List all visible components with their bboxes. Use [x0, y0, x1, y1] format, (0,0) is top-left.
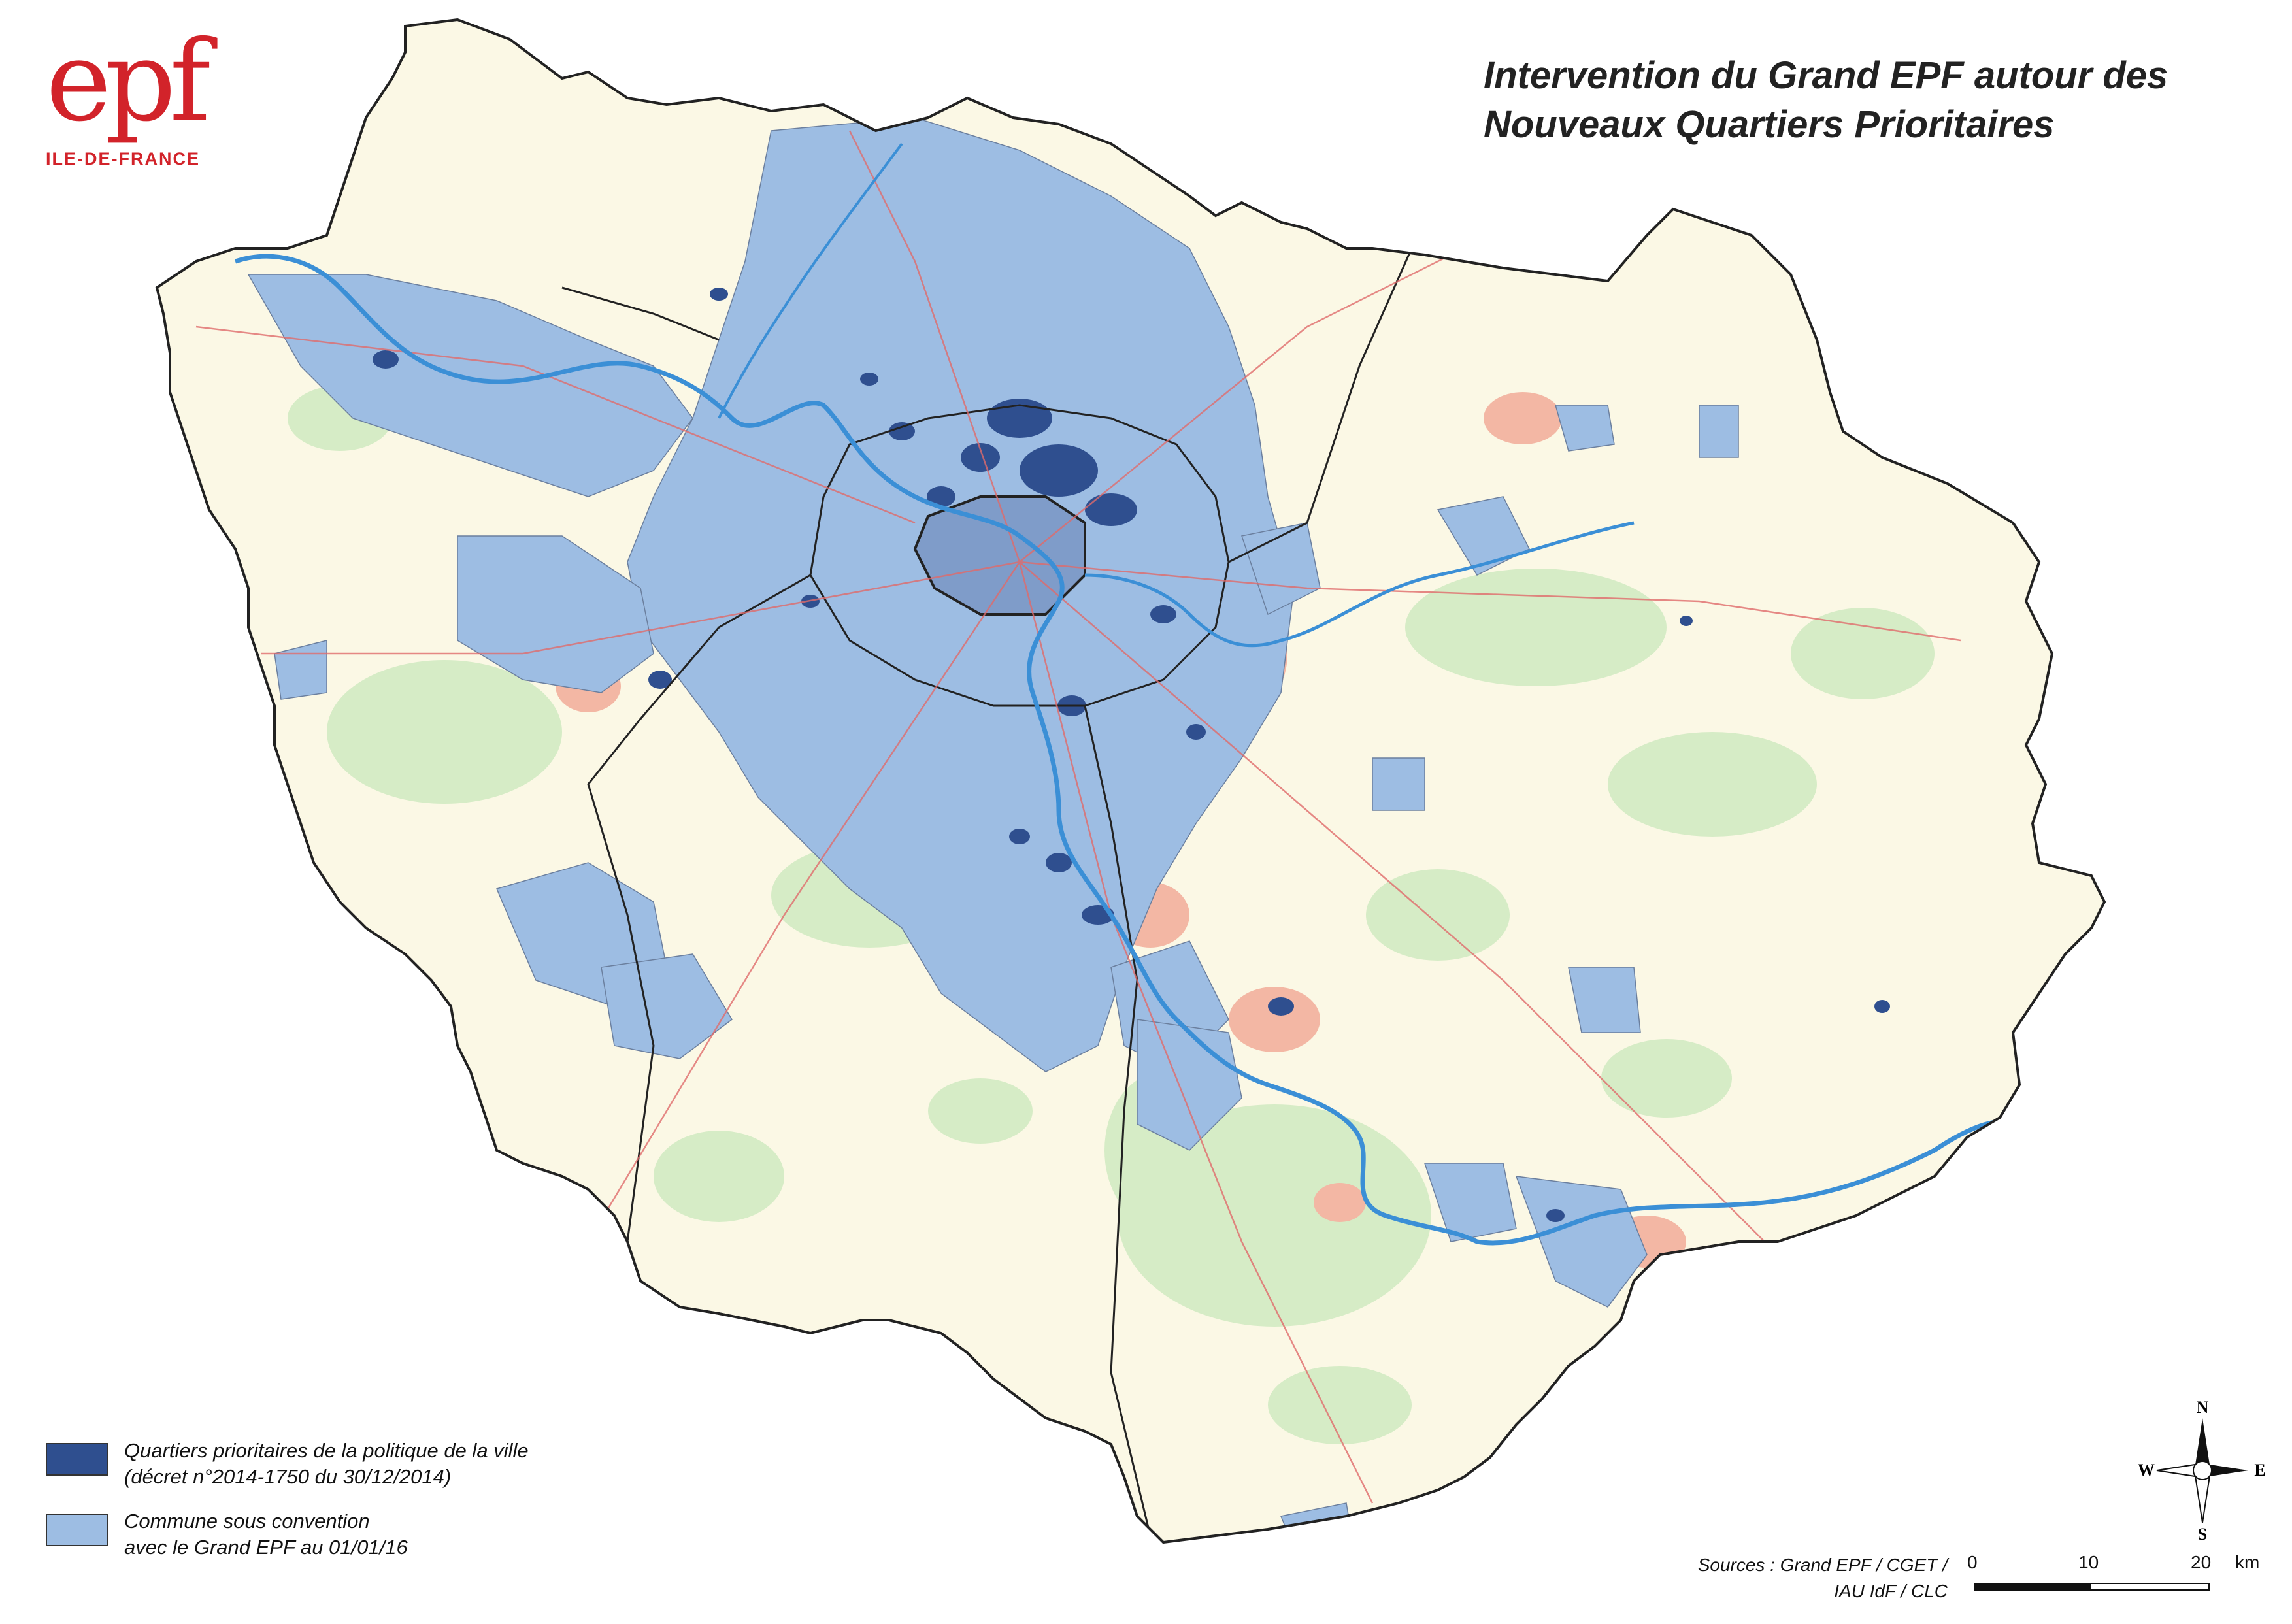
legend-item-convention: Commune sous convention avec le Grand EP… [46, 1508, 634, 1561]
road-layer [195, 130, 1961, 1504]
map-title-line1: Intervention du Grand EPF autour des [1484, 54, 2168, 97]
legend-label-priority-line1: Quartiers prioritaires de la politique d… [124, 1439, 529, 1462]
map-title-line2: Nouveaux Quartiers Prioritaires [1484, 103, 2055, 146]
scale-unit: km [2235, 1552, 2260, 1572]
logo-subtitle: ILE-DE-FRANCE [46, 149, 200, 169]
legend-item-priority: Quartiers prioritaires de la politique d… [46, 1438, 634, 1490]
department-borders [561, 248, 1413, 1536]
map-title: Intervention du Grand EPF autour des Nou… [1484, 51, 2255, 149]
epf-logo: epf ILE-DE-FRANCE [46, 26, 216, 170]
compass-rose: N S W E [2137, 1398, 2268, 1544]
logo-mark: epf [46, 17, 210, 146]
legend-label-convention-line2: avec le Grand EPF au 01/01/16 [124, 1536, 408, 1559]
sources-line1: Sources : Grand EPF / CGET / [1697, 1555, 1948, 1575]
seine-river [234, 254, 2014, 1246]
paris-outline [913, 495, 1086, 616]
map-legend: Quartiers prioritaires de la politique d… [46, 1438, 634, 1579]
scale-label-0: 0 [1967, 1552, 1978, 1572]
compass-s: S [2198, 1525, 2207, 1542]
legend-swatch-convention [46, 1514, 108, 1546]
scale-bar: 0 10 20 km [1961, 1552, 2274, 1604]
map-sources: Sources : Grand EPF / CGET / IAU IdF / C… [1634, 1552, 1948, 1604]
map-layers [195, 117, 2014, 1542]
compass-n: N [2197, 1399, 2209, 1417]
legend-label-priority-line2: (décret n°2014-1750 du 30/12/2014) [124, 1465, 452, 1488]
legend-swatch-priority [46, 1443, 108, 1476]
oise-river [718, 142, 903, 419]
marne-river [1084, 521, 1635, 648]
compass-e: E [2254, 1461, 2265, 1480]
sources-line2: IAU IdF / CLC [1834, 1581, 1948, 1601]
legend-label-convention-line1: Commune sous convention [124, 1510, 370, 1533]
scale-label-10: 10 [2078, 1552, 2099, 1572]
scale-label-20: 20 [2191, 1552, 2212, 1572]
compass-w: W [2138, 1461, 2155, 1480]
compass-graphic: N S W E [2138, 1398, 2266, 1544]
scale-bar-graphic [1974, 1583, 2210, 1591]
